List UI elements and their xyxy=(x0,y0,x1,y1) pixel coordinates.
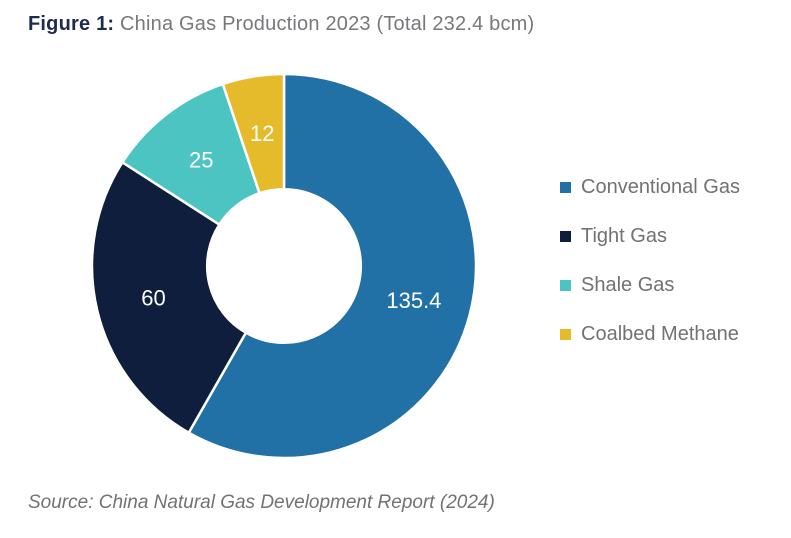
donut-segment-tight-gas xyxy=(90,161,248,434)
legend-swatch-icon xyxy=(560,280,571,291)
figure-title-text: China Gas Production 2023 (Total 232.4 b… xyxy=(114,13,535,35)
donut-segment-value-label: 60 xyxy=(141,286,165,311)
legend-swatch-icon xyxy=(560,182,571,193)
figure-label: Figure 1: xyxy=(28,13,115,35)
legend-item-coalbed-methane: Coalbed Methane xyxy=(560,323,740,346)
legend-item-label: Conventional Gas xyxy=(581,176,740,198)
legend-item-label: Coalbed Methane xyxy=(581,323,739,345)
legend-item-conventional-gas: Conventional Gas xyxy=(560,176,740,199)
donut-chart: 135.4 60 25 12 xyxy=(90,72,478,460)
page-title: Figure 1: China Gas Production 2023 (Tot… xyxy=(28,13,534,36)
legend-item-shale-gas: Shale Gas xyxy=(560,274,740,297)
legend-swatch-icon xyxy=(560,329,571,340)
donut-segment-coalbed-methane xyxy=(221,72,286,195)
legend: Conventional Gas Tight Gas Shale Gas Coa… xyxy=(560,176,740,346)
donut-segment-conventional-gas xyxy=(187,72,478,460)
donut-segment-value-label: 12 xyxy=(250,121,274,146)
donut-segment-value-label: 135.4 xyxy=(386,288,441,313)
legend-item-label: Tight Gas xyxy=(581,225,667,247)
donut-segment-value-label: 25 xyxy=(189,148,213,173)
source-note: Source: China Natural Gas Development Re… xyxy=(28,492,495,513)
legend-item-tight-gas: Tight Gas xyxy=(560,225,740,248)
legend-swatch-icon xyxy=(560,231,571,242)
legend-item-label: Shale Gas xyxy=(581,274,675,296)
